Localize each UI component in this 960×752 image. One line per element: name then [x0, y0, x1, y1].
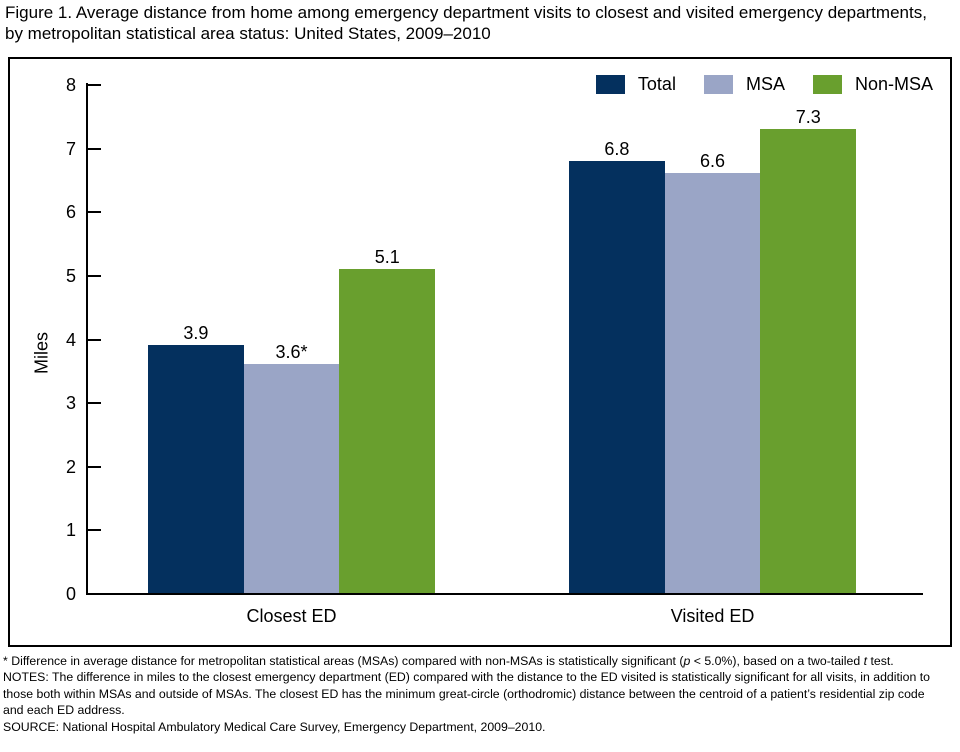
bar-value-label: 6.6 — [700, 151, 726, 172]
y-tick — [88, 84, 101, 87]
bar-msa-visited-ed — [664, 173, 761, 593]
bar-value-label: 5.1 — [374, 246, 400, 267]
footnote-significance-text: * Difference in average distance for met… — [3, 654, 684, 668]
y-tick — [88, 275, 101, 277]
bar-total-closest-ed — [148, 344, 244, 593]
chart-legend: Total MSA Non-MSA — [595, 74, 933, 94]
y-tick-label: 5 — [65, 266, 76, 286]
legend-swatch-non-msa — [812, 75, 842, 94]
y-tick-label: 8 — [65, 75, 76, 96]
bar-msa-closest-ed — [243, 364, 340, 593]
legend-swatch-msa — [703, 75, 733, 94]
p-value-symbol: p — [683, 654, 691, 668]
legend-label-msa: MSA — [745, 74, 785, 94]
legend-label-total: Total — [637, 74, 676, 94]
y-tick-label: 6 — [65, 202, 76, 223]
y-tick-label: 0 — [65, 584, 76, 604]
y-tick-label: 7 — [65, 138, 76, 159]
y-tick — [88, 529, 101, 532]
legend-swatch-total — [595, 75, 625, 94]
plot-area: 0 1 2 3 4 5 6 7 8 3.9 3.6* 5.1 Closest ED 6.8 6.6 7.3 Vi… — [10, 59, 950, 645]
y-tick-label: 3 — [65, 393, 76, 414]
t-test-symbol: t — [863, 654, 868, 668]
x-axis-line — [86, 593, 923, 595]
y-tick-label: 4 — [65, 329, 76, 350]
legend-label-non-msa: Non-MSA — [854, 74, 933, 94]
y-tick — [88, 402, 101, 405]
y-tick — [88, 465, 101, 468]
footnote-significance-text: test. — [867, 654, 894, 668]
y-tick — [88, 211, 101, 214]
footnote-notes: NOTES: The difference in miles to the cl… — [3, 670, 931, 718]
y-tick — [88, 338, 101, 341]
x-category-label: Closest ED — [246, 606, 337, 626]
footnote-source: SOURCE: National Hospital Ambulatory Med… — [3, 719, 546, 734]
bar-non-msa-visited-ed — [760, 128, 857, 593]
bar-value-label: 7.3 — [795, 106, 821, 127]
x-category-label: Visited ED — [670, 606, 755, 626]
footnote-significance-text: < 5.0%), based on a two-tailed — [690, 654, 864, 668]
y-axis-line — [86, 83, 88, 595]
bar-non-msa-closest-ed — [339, 268, 436, 593]
footnotes: * Difference in average distance for met… — [3, 653, 938, 735]
chart-area: Total MSA Non-MSA Miles 0 1 2 3 4 5 6 7 8 3.9 3.6*… — [8, 57, 952, 647]
footnote-significance: * Difference in average distance for met… — [3, 653, 938, 669]
bar-value-label: 6.8 — [604, 138, 630, 159]
y-tick — [88, 147, 101, 150]
bar-total-visited-ed — [569, 160, 665, 593]
legend-item-msa: MSA — [703, 74, 785, 94]
bar-value-label: 3.6* — [275, 342, 308, 363]
legend-item-total: Total — [595, 74, 676, 94]
y-tick-label: 1 — [65, 520, 76, 541]
figure-title: Figure 1. Average distance from home amo… — [5, 3, 927, 43]
bar-value-label: 3.9 — [183, 322, 209, 343]
legend-item-non-msa: Non-MSA — [812, 74, 933, 94]
y-tick-label: 2 — [65, 456, 76, 477]
